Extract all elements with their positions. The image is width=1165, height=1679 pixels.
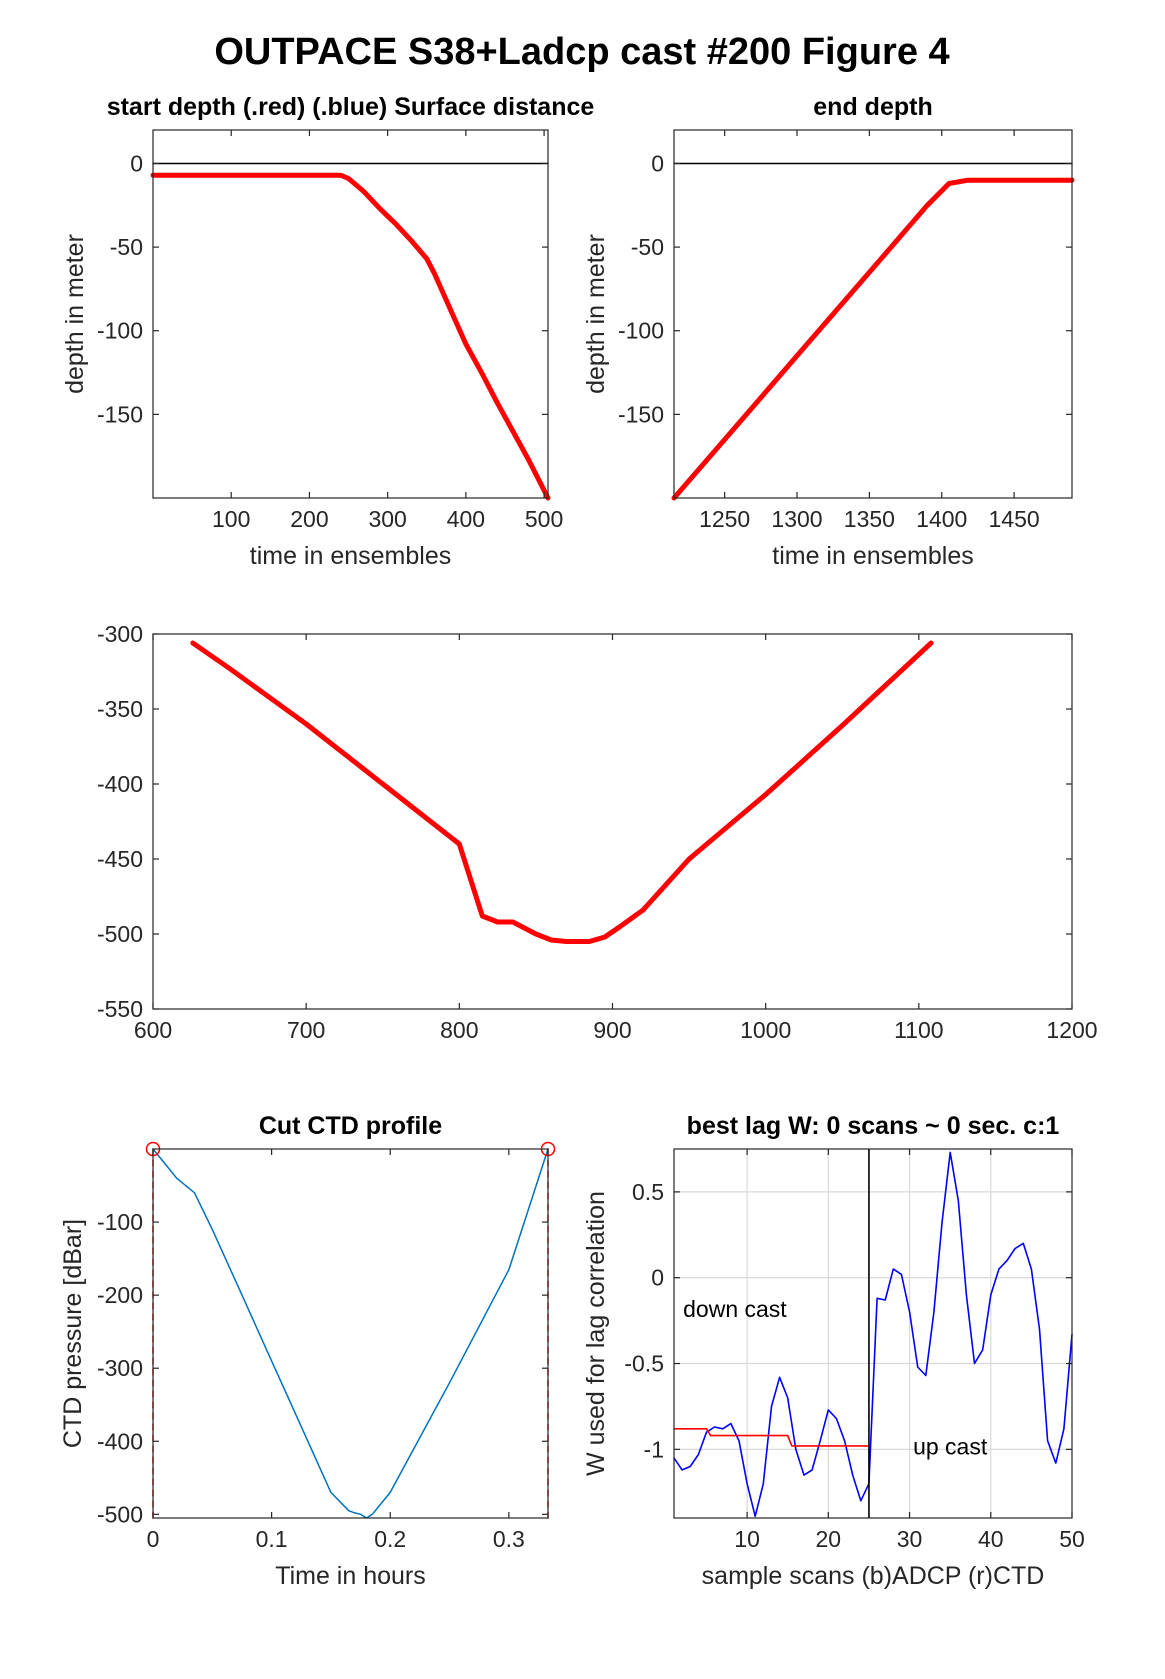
y-tick-label: -450 — [97, 846, 143, 872]
x-tick-label: 0.3 — [493, 1526, 525, 1552]
y-tick-label: -50 — [110, 234, 143, 260]
x-tick-label: 0.2 — [374, 1526, 406, 1552]
y-tick-label: -350 — [97, 696, 143, 722]
plot-area — [674, 130, 1072, 498]
x-tick-label: 500 — [525, 506, 563, 532]
x-tick-label: 40 — [978, 1526, 1004, 1552]
best-lag-axes: 10 20 30 40 50 0.5 0 -0.5 -1 best lag W: 0 scans … — [582, 1112, 1085, 1590]
x-axis-label: time in ensembles — [250, 542, 451, 570]
x-tick-label: 1450 — [989, 506, 1040, 532]
y-tick-label: -100 — [618, 318, 664, 344]
y-tick-label: -0.5 — [624, 1351, 664, 1377]
x-tick-label: 600 — [134, 1017, 172, 1043]
y-tick-label: 0.5 — [632, 1179, 664, 1205]
plot-area — [153, 130, 548, 498]
x-tick-label: 100 — [212, 506, 250, 532]
axes-box — [152, 1148, 549, 1519]
x-tick-label: 800 — [440, 1017, 478, 1043]
x-axis-label: Time in hours — [275, 1562, 426, 1590]
x-tick-label: 20 — [816, 1526, 842, 1552]
y-axis-label: depth in meter — [582, 234, 610, 394]
x-tick-label: 0 — [147, 1526, 160, 1552]
x-tick-label: 1100 — [894, 1017, 943, 1043]
y-tick-label: -400 — [97, 771, 143, 797]
x-tick-label: 1250 — [699, 506, 750, 532]
y-tick-label: -50 — [631, 234, 664, 260]
x-axis-label: time in ensembles — [772, 542, 973, 570]
y-tick-label: 0 — [651, 1265, 664, 1291]
plot-area — [153, 634, 1072, 1009]
y-tick-label: -400 — [97, 1428, 143, 1454]
y-tick-label: -200 — [97, 1282, 143, 1308]
series-line-1 — [673, 1428, 870, 1447]
y-tick-label: -100 — [97, 1209, 143, 1235]
y-tick-label: -500 — [97, 921, 143, 947]
series-line-0 — [152, 1148, 549, 1519]
y-tick-label: -150 — [97, 401, 143, 427]
cut-ctd-profile-axes: 0 0.1 0.2 0.3 -100 -200 -300 -400 -500 Cut CTD pr… — [59, 1112, 556, 1590]
y-tick-label: -550 — [97, 996, 143, 1022]
y-axis-label: W used for lag correlation — [582, 1191, 610, 1476]
y-tick-label: -150 — [618, 401, 664, 427]
x-tick-label: 0.1 — [256, 1526, 288, 1552]
plot-area — [674, 1149, 1072, 1518]
axes-title: end depth — [813, 93, 932, 121]
axes-box — [152, 129, 549, 499]
x-tick-label: 900 — [593, 1017, 631, 1043]
start-depth-axes: 100 200 300 400 500 0 -50 -100 -150 start depth (… — [61, 93, 594, 570]
y-axis-label: depth in meter — [61, 234, 89, 394]
x-tick-label: 10 — [734, 1526, 760, 1552]
profile-axes: 600 700 800 900 1000 1100 1200 -300 -350 -400 -450… — [97, 621, 1098, 1043]
plot-area — [153, 1149, 548, 1518]
series-line-0 — [673, 1151, 1073, 1518]
x-tick-label: 30 — [897, 1526, 923, 1552]
series-line-0 — [150, 172, 551, 501]
y-tick-label: -100 — [97, 318, 143, 344]
x-tick-label: 700 — [287, 1017, 325, 1043]
figure-title: OUTPACE S38+Ladcp cast #200 Figure 4 — [214, 31, 949, 73]
series-line-0 — [671, 177, 1075, 501]
y-tick-label: -1 — [644, 1436, 664, 1462]
y-tick-label: -300 — [97, 1355, 143, 1381]
x-tick-label: 1000 — [740, 1017, 791, 1043]
axes-title: best lag W: 0 scans ~ 0 sec. c:1 — [687, 1112, 1060, 1140]
end-depth-axes: 1250 1300 1350 1400 1450 0 -50 -100 -150 end dept… — [582, 93, 1075, 570]
series-line-0 — [190, 640, 934, 944]
y-tick-label: 0 — [651, 150, 664, 176]
x-tick-label: 50 — [1059, 1526, 1085, 1552]
axes-title: start depth (.red) (.blue) Surface dista… — [107, 93, 595, 121]
axes-box — [673, 129, 1073, 499]
x-tick-label: 200 — [290, 506, 328, 532]
x-tick-label: 400 — [447, 506, 485, 532]
y-tick-label: 0 — [130, 150, 143, 176]
cast-annotation: down cast — [683, 1296, 787, 1322]
x-tick-label: 300 — [368, 506, 406, 532]
x-tick-label: 1350 — [844, 506, 895, 532]
axes-box — [673, 1148, 1073, 1519]
x-tick-label: 1400 — [916, 506, 967, 532]
y-tick-label: -300 — [97, 621, 143, 647]
y-axis-label: CTD pressure [dBar] — [59, 1219, 87, 1448]
y-tick-label: -500 — [97, 1501, 143, 1527]
axes-title: Cut CTD profile — [259, 1112, 442, 1140]
x-axis-label: sample scans (b)ADCP (r)CTD — [702, 1562, 1045, 1590]
cast-annotation: up cast — [913, 1433, 988, 1459]
x-tick-label: 1300 — [771, 506, 822, 532]
x-tick-label: 1200 — [1046, 1017, 1097, 1043]
